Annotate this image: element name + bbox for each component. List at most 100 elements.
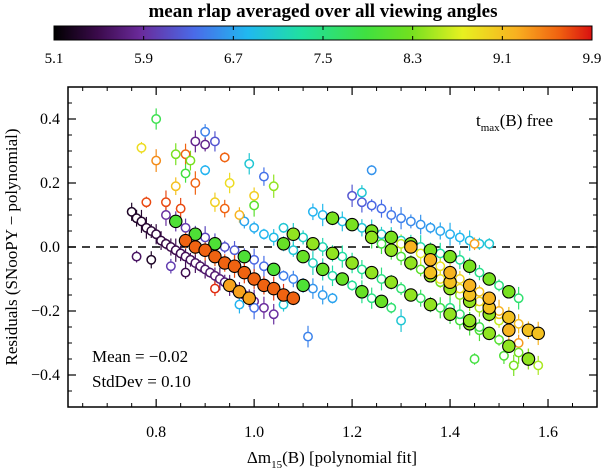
data-point-open bbox=[327, 293, 338, 304]
data-point-open bbox=[317, 242, 328, 252]
data-point-open bbox=[396, 315, 407, 326]
data-point-open bbox=[234, 210, 245, 220]
xlabel-sub: 15 bbox=[271, 459, 283, 470]
data-point-open bbox=[307, 206, 318, 217]
data-point-open bbox=[435, 226, 446, 236]
data-point-open bbox=[366, 293, 377, 304]
data-point-open bbox=[366, 200, 377, 211]
annotation-rest: (B) free bbox=[500, 111, 553, 130]
data-point-filled bbox=[502, 339, 516, 353]
data-point-open bbox=[425, 222, 436, 233]
data-point-open bbox=[131, 251, 142, 262]
data-point-open bbox=[258, 261, 269, 272]
data-point-open bbox=[200, 232, 211, 243]
plot-area: 0.8 1.0 1.2 1.4 1.6 −0.4 −0.2 0.0 0.2 0.4 bbox=[31, 86, 598, 441]
data-point-open bbox=[229, 245, 240, 256]
data-point-open bbox=[268, 309, 279, 320]
data-point-open bbox=[347, 190, 358, 201]
data-point-open bbox=[386, 302, 397, 313]
data-point-open bbox=[356, 264, 367, 275]
data-point-open bbox=[249, 222, 260, 233]
data-point-filled bbox=[178, 233, 193, 248]
data-point-open bbox=[170, 181, 181, 192]
data-point-open bbox=[396, 213, 407, 224]
data-point-open bbox=[209, 136, 220, 147]
data-point-filled bbox=[404, 256, 418, 270]
data-point-open bbox=[454, 254, 465, 265]
data-point-filled bbox=[531, 326, 545, 341]
data-point-open bbox=[317, 290, 328, 300]
data-point-open bbox=[513, 347, 524, 358]
data-point-filled bbox=[355, 285, 369, 299]
colorbar-tick-label: 9.1 bbox=[493, 51, 512, 67]
data-point-open bbox=[356, 187, 367, 198]
x-tick-label: 1.4 bbox=[440, 424, 460, 441]
data-point-open bbox=[219, 152, 230, 163]
data-point-open bbox=[200, 165, 211, 176]
data-point-open bbox=[474, 286, 485, 297]
data-point-filled bbox=[443, 249, 457, 264]
data-point-filled bbox=[325, 211, 340, 225]
x-axis-label: Δm15(B) [polynomial fit] bbox=[247, 448, 417, 470]
data-point-open bbox=[508, 360, 519, 371]
data-point-filled bbox=[266, 281, 281, 296]
data-point-filled bbox=[306, 237, 320, 251]
data-point-filled bbox=[232, 285, 247, 299]
data-point-open bbox=[298, 232, 309, 243]
data-point-filled bbox=[208, 249, 222, 264]
data-point-filled bbox=[443, 307, 457, 321]
data-point-open bbox=[258, 229, 269, 240]
data-point-open bbox=[513, 293, 524, 304]
data-point-open bbox=[268, 232, 279, 243]
data-point-open bbox=[180, 222, 191, 233]
data-point-filled bbox=[443, 265, 457, 280]
y-tick-label: 0.0 bbox=[40, 239, 60, 256]
data-point-open bbox=[165, 261, 176, 272]
data-point-open bbox=[249, 190, 260, 201]
y-tick-label: −0.2 bbox=[31, 303, 60, 320]
x-tick-label: 0.8 bbox=[146, 424, 166, 441]
data-point-open bbox=[136, 142, 147, 153]
data-point-filled bbox=[384, 230, 399, 245]
data-point-filled bbox=[364, 265, 379, 280]
annotation-base: t bbox=[476, 111, 481, 130]
data-point-filled bbox=[384, 243, 399, 257]
x-tick-label: 1.6 bbox=[538, 424, 558, 441]
data-point-open bbox=[258, 171, 269, 182]
data-point-open bbox=[494, 306, 504, 316]
data-point-open bbox=[327, 270, 338, 281]
data-point-open bbox=[239, 216, 250, 227]
data-point-open bbox=[278, 270, 289, 281]
y-tick-label: 0.2 bbox=[40, 175, 60, 192]
data-point-open bbox=[376, 229, 387, 240]
x-tick-label: 1.0 bbox=[244, 424, 264, 441]
data-point-filled bbox=[404, 288, 418, 302]
data-point-open bbox=[513, 318, 524, 329]
colorbar-tick-label: 9.9 bbox=[583, 51, 602, 67]
data-point-filled bbox=[237, 249, 252, 264]
data-point-open bbox=[366, 165, 377, 176]
data-point-filled bbox=[521, 352, 536, 366]
data-point-open bbox=[415, 248, 426, 259]
data-point-open bbox=[244, 158, 255, 169]
data-point-open bbox=[435, 248, 446, 259]
data-point-filled bbox=[335, 272, 350, 286]
data-point-filled bbox=[237, 265, 252, 280]
data-point-open bbox=[454, 232, 465, 243]
data-point-filled bbox=[423, 265, 438, 280]
data-point-filled bbox=[462, 313, 477, 328]
annotation-tmax: tmax(B) free bbox=[476, 111, 553, 134]
data-point-filled bbox=[169, 214, 183, 229]
data-point-open bbox=[126, 206, 137, 217]
data-point-filled bbox=[315, 262, 330, 277]
annotation-sub: max bbox=[481, 122, 500, 134]
colorbar-ticks: 5.1 5.9 6.7 7.5 8.3 9.1 9.9 bbox=[45, 26, 602, 67]
data-point-filled bbox=[227, 259, 242, 273]
data-point-open bbox=[180, 149, 191, 160]
data-point-open bbox=[415, 264, 426, 275]
data-point-open bbox=[474, 267, 485, 278]
data-point-open bbox=[209, 283, 220, 294]
data-point-open bbox=[219, 242, 230, 252]
stat-mean: Mean = −0.02 bbox=[92, 347, 188, 366]
